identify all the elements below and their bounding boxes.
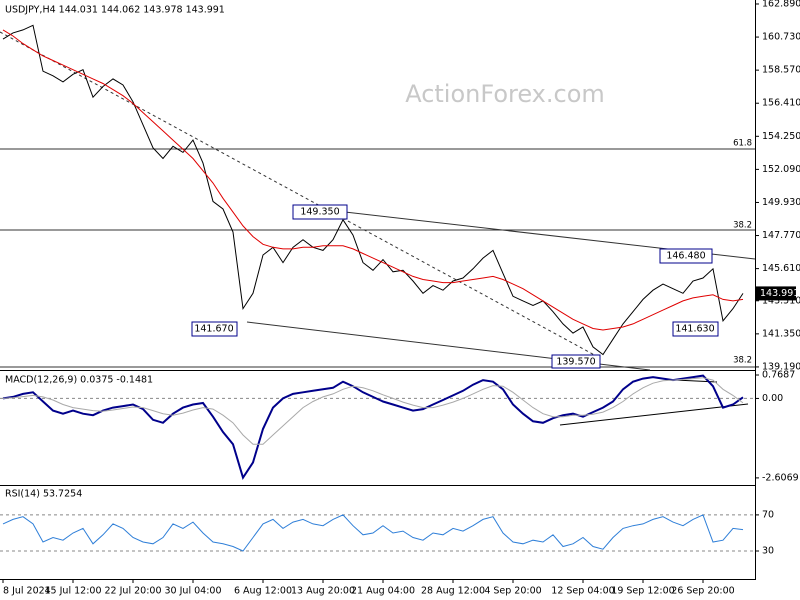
y-tick-label: 156.410 xyxy=(762,98,800,109)
y-tick-label: 149.930 xyxy=(762,197,800,208)
x-tick-label: 30 Jul 04:00 xyxy=(165,586,222,597)
x-tick-label: 12 Sep 04:00 xyxy=(551,586,614,597)
annotation-text: 141.670 xyxy=(194,324,233,335)
x-tick-label: 28 Aug 12:00 xyxy=(421,586,485,597)
x-tick-label: 21 Aug 04:00 xyxy=(351,586,415,597)
y-tick-label: 158.570 xyxy=(762,65,800,76)
series-line xyxy=(2,24,744,356)
y-tick-label: 139.190 xyxy=(762,361,800,372)
fib-label: 61.8 xyxy=(733,139,752,149)
x-tick-label: 22 Jul 20:00 xyxy=(105,586,162,597)
y-tick-label: 0.00 xyxy=(762,393,783,404)
series-line xyxy=(2,377,744,445)
annotation: 149.350 xyxy=(292,204,348,220)
y-tick-label: 162.890 xyxy=(762,0,800,9)
y-tick-label: 70 xyxy=(762,509,774,520)
panel-title: RSI(14) 53.7254 xyxy=(5,489,82,500)
fib-label: 38.2 xyxy=(733,356,752,366)
y-tick-label: 0.7687 xyxy=(762,370,795,381)
series-line xyxy=(2,514,744,552)
fib-label: 38.2 xyxy=(733,221,752,231)
trend-line xyxy=(559,403,749,426)
last-price-label: 143.991 xyxy=(760,288,799,299)
annotation-text: 146.480 xyxy=(666,251,705,262)
x-tick-label: 13 Aug 20:00 xyxy=(291,586,355,597)
y-tick-label: 154.250 xyxy=(762,131,800,142)
last-price-box xyxy=(756,286,796,301)
y-tick-label: 152.090 xyxy=(762,164,800,175)
y-tick-label: 160.730 xyxy=(762,32,800,43)
y-tick-label: 145.610 xyxy=(762,263,800,274)
x-tick-label: 19 Sep 12:00 xyxy=(611,586,674,597)
y-tick-label: -2.6069 xyxy=(762,472,799,483)
watermark: ActionForex.com xyxy=(405,80,605,108)
annotation-text: 149.350 xyxy=(300,207,339,218)
x-tick-label: 15 Jul 12:00 xyxy=(45,586,102,597)
y-tick-label: 147.770 xyxy=(762,230,800,241)
panel-title: MACD(12,26,9) 0.0375 -0.1481 xyxy=(5,375,153,386)
annotation-text: 139.570 xyxy=(556,357,595,368)
x-tick-label: 8 Jul 2024 xyxy=(3,586,51,597)
series-line xyxy=(2,29,744,331)
annotation: 139.570 xyxy=(551,354,601,369)
y-tick-label: 30 xyxy=(762,546,774,557)
x-tick-label: 4 Sep 20:00 xyxy=(484,586,541,597)
annotation: 141.630 xyxy=(672,321,719,337)
y-tick-label: 143.510 xyxy=(762,295,800,306)
y-tick-label: 141.350 xyxy=(762,328,800,339)
chart-title: USDJPY,H4 144.031 144.062 143.978 143.99… xyxy=(5,5,225,16)
annotation-text: 141.630 xyxy=(675,324,714,335)
annotation: 141.670 xyxy=(191,321,238,337)
x-tick-label: 26 Sep 20:00 xyxy=(671,586,734,597)
annotation: 146.480 xyxy=(659,248,713,264)
series-line xyxy=(2,374,744,481)
x-tick-label: 6 Aug 12:00 xyxy=(234,586,292,597)
